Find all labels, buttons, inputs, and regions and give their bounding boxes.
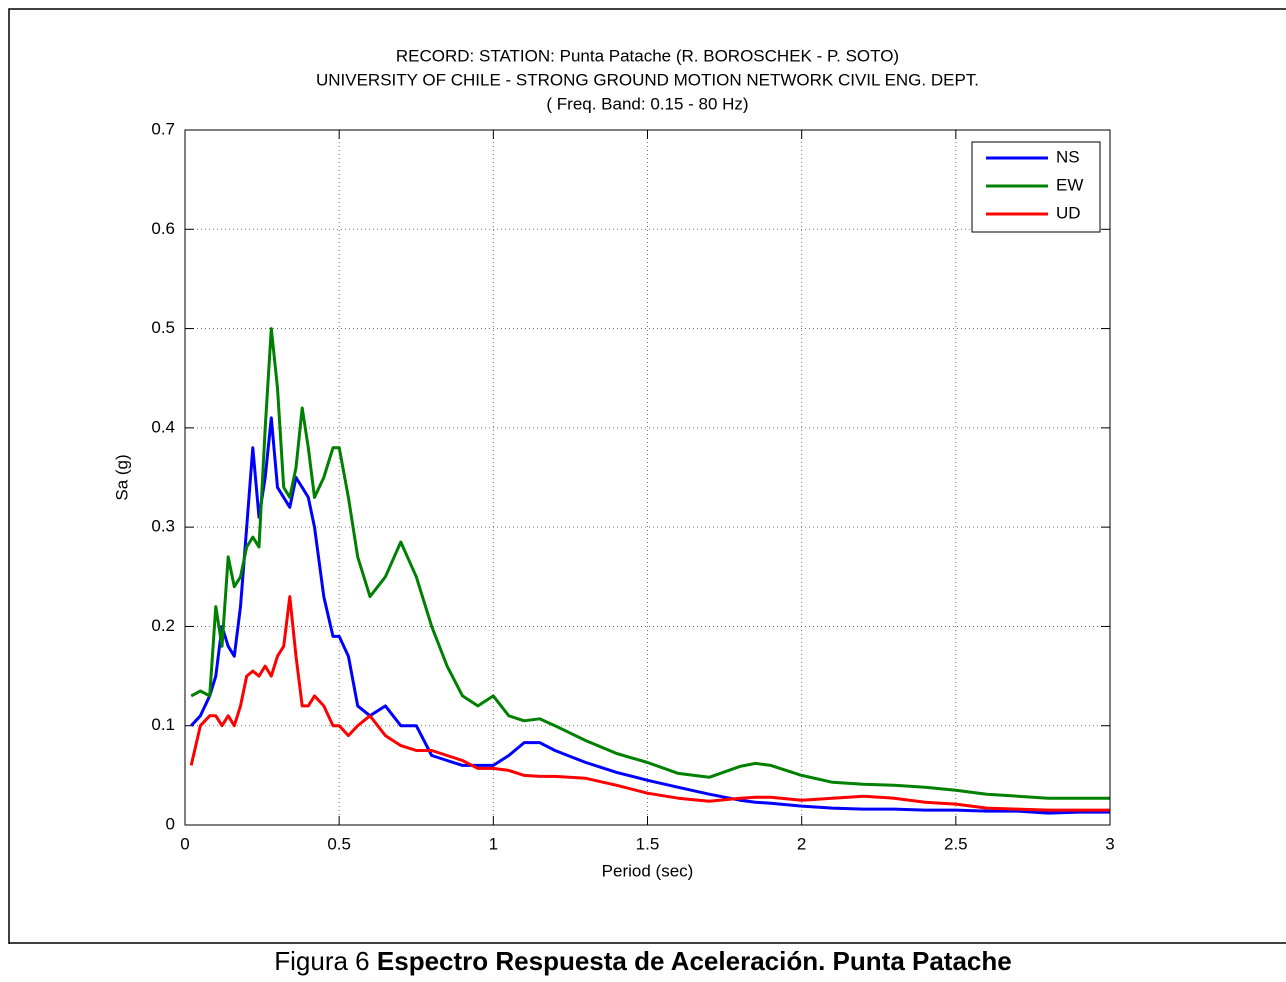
y-tick-label: 0.1 (151, 715, 175, 734)
y-tick-label: 0.7 (151, 119, 175, 138)
chart: RECORD: STATION: Punta Patache (R. BOROS… (8, 8, 1286, 944)
x-axis-label: Period (sec) (602, 861, 694, 880)
axes-frame (184, 129, 1111, 826)
x-tick-label: 1 (489, 834, 498, 853)
caption-label: Figura 6 (274, 946, 370, 976)
series-line (189, 595, 1110, 812)
y-tick-label: 0.6 (151, 219, 175, 238)
y-tick-label: 0 (166, 814, 175, 833)
plot-area (185, 130, 1110, 825)
legend-label: NS (1056, 147, 1080, 166)
y-tick-label: 0.2 (151, 616, 175, 635)
x-tick-label: 0.5 (327, 834, 351, 853)
y-axis-label: Sa (g) (112, 454, 131, 500)
y-tick-label: 0.4 (151, 417, 175, 436)
caption-text: Espectro Respuesta de Aceleración. Punta… (376, 946, 1012, 976)
chart-title: RECORD: STATION: Punta Patache (R. BOROS… (396, 46, 899, 65)
x-tick-label: 2.5 (944, 834, 968, 853)
series-line (190, 327, 1110, 800)
series-line (190, 416, 1110, 815)
x-tick-label: 3 (1105, 834, 1114, 853)
page-border (8, 8, 1286, 944)
legend-label: UD (1056, 203, 1081, 222)
chart-title: ( Freq. Band: 0.15 - 80 Hz) (546, 94, 748, 113)
y-tick-label: 0.5 (151, 318, 175, 337)
caption: Figura 6 Espectro Respuesta de Aceleraci… (0, 946, 1286, 977)
y-tick-label: 0.3 (151, 517, 175, 536)
x-tick-label: 1.5 (636, 834, 660, 853)
x-tick-label: 2 (797, 834, 806, 853)
legend-label: EW (1056, 175, 1083, 194)
chart-title: UNIVERSITY OF CHILE - STRONG GROUND MOTI… (316, 70, 979, 89)
x-tick-label: 0 (180, 834, 189, 853)
